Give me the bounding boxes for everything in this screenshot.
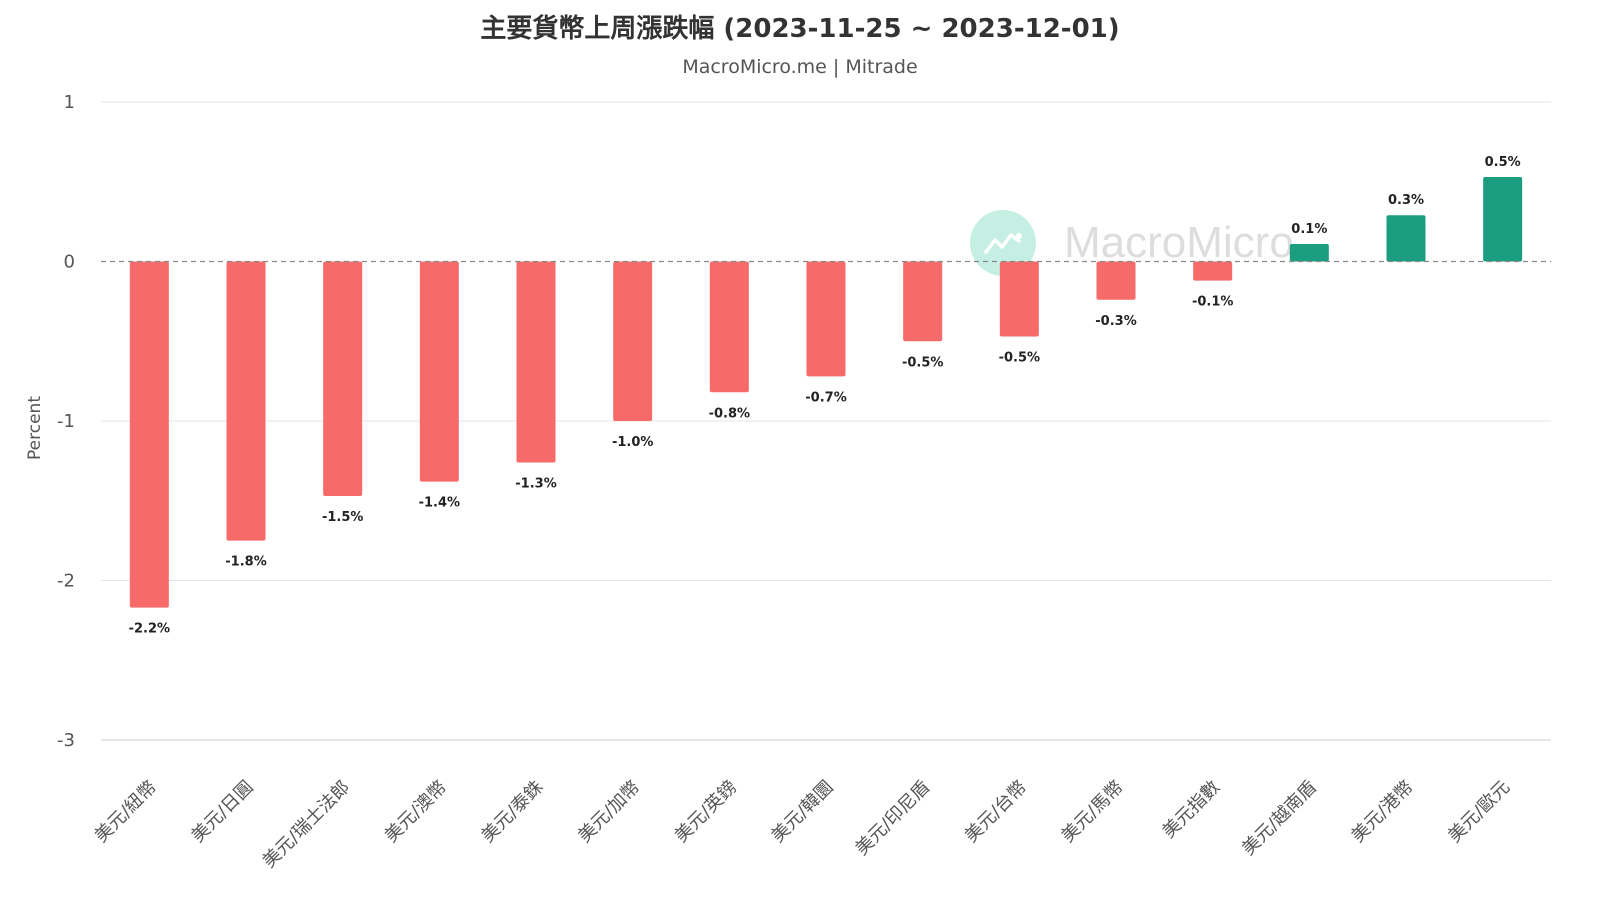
bar	[1193, 261, 1233, 281]
x-category-label: 美元指數	[1158, 777, 1224, 843]
data-label: -0.5%	[902, 355, 943, 370]
bar	[613, 261, 653, 421]
bar	[903, 261, 943, 342]
x-category-label: 美元/瑞士法郎	[259, 777, 355, 873]
x-category-label: 美元/泰銖	[477, 777, 547, 847]
x-category-label: 美元/台幣	[961, 777, 1031, 847]
bar	[709, 261, 749, 393]
data-label: -1.3%	[515, 476, 556, 491]
x-category-label: 美元/日圓	[187, 777, 257, 847]
data-label: -0.8%	[709, 406, 750, 421]
data-label: -0.5%	[999, 350, 1040, 365]
bar	[999, 261, 1039, 337]
chart-subtitle: MacroMicro.me | Mitrade	[682, 56, 918, 78]
data-label: -1.0%	[612, 435, 653, 450]
bar	[516, 261, 556, 463]
data-label: 0.5%	[1485, 155, 1521, 170]
y-tick-label: -3	[57, 730, 75, 751]
bar	[1289, 243, 1329, 262]
data-label: -1.5%	[322, 510, 363, 525]
bar	[129, 261, 169, 608]
y-tick-label: 1	[64, 92, 75, 113]
data-label: 0.3%	[1388, 193, 1424, 208]
bar	[323, 261, 363, 496]
data-label: -2.2%	[129, 622, 170, 637]
x-category-label: 美元/澳幣	[381, 777, 451, 847]
bar	[1483, 176, 1523, 262]
x-category-label: 美元/加幣	[574, 777, 644, 847]
bar	[419, 261, 459, 482]
x-category-label: 美元/韓圜	[767, 777, 837, 847]
data-label: 0.1%	[1291, 222, 1327, 237]
x-category-label: 美元/英鎊	[671, 777, 741, 847]
chart-title: 主要貨幣上周漲跌幅 (2023-11-25 ~ 2023-12-01)	[480, 14, 1120, 44]
data-label: -0.7%	[805, 390, 846, 405]
y-tick-label: -2	[57, 571, 75, 592]
x-category-label: 美元/紐幣	[91, 777, 161, 847]
x-category-label: 美元/越南盾	[1238, 777, 1321, 860]
y-tick-label: -1	[57, 411, 75, 432]
data-label: -0.3%	[1095, 314, 1136, 329]
bar	[1096, 261, 1136, 300]
data-label: -1.4%	[419, 496, 460, 511]
x-category-label: 美元/港幣	[1347, 777, 1417, 847]
y-axis-title: Percent	[25, 396, 45, 460]
bar	[806, 261, 846, 377]
bar	[226, 261, 266, 541]
y-tick-label: 0	[64, 252, 75, 273]
x-category-label: 美元/歐元	[1444, 777, 1514, 847]
bar	[1386, 215, 1426, 262]
data-label: -1.8%	[225, 555, 266, 570]
x-category-label: 美元/馬幣	[1057, 777, 1127, 847]
x-category-label: 美元/印尼盾	[851, 777, 934, 860]
data-label: -0.1%	[1192, 295, 1233, 310]
